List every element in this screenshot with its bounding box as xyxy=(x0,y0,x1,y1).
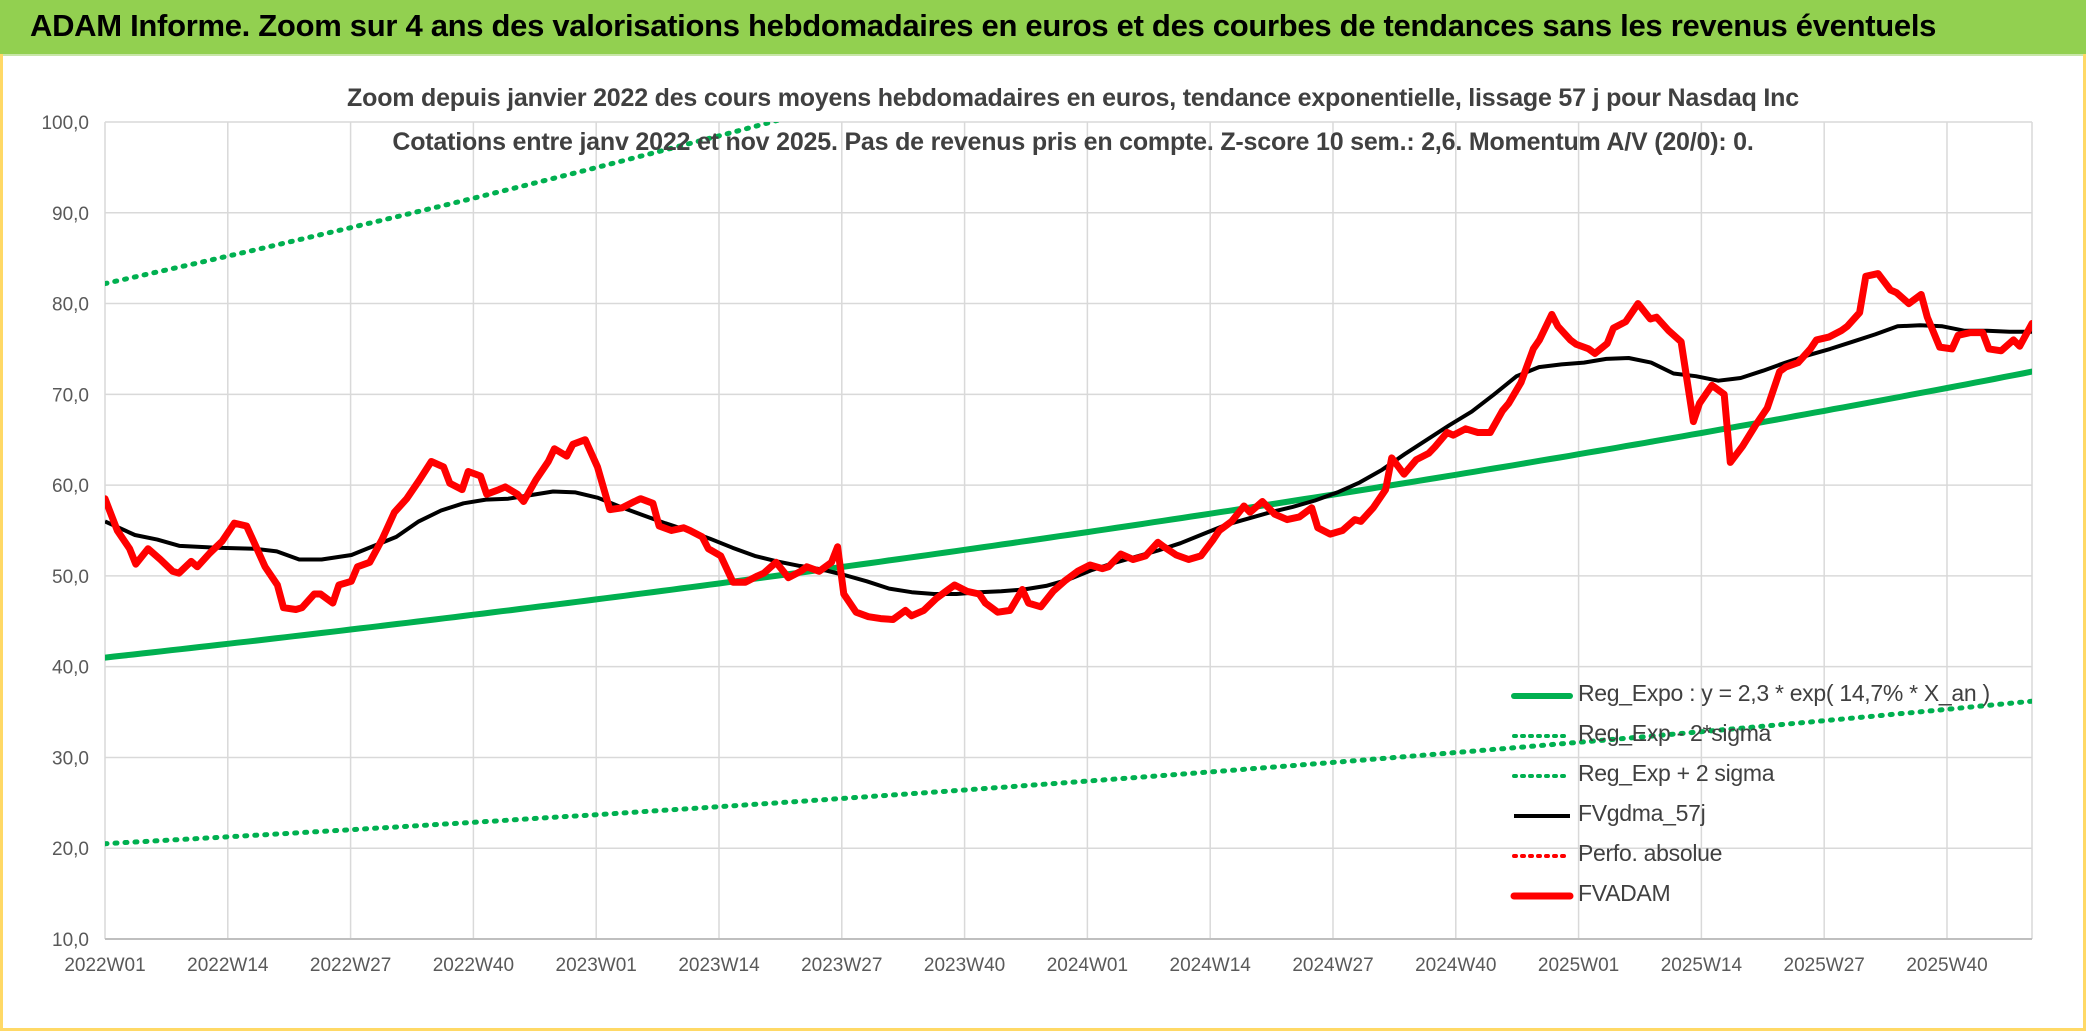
x-tick-label: 2023W27 xyxy=(801,955,882,976)
y-tick-label: 90,0 xyxy=(52,204,89,225)
series-line-5 xyxy=(105,270,2032,623)
chart-grid xyxy=(104,121,2033,940)
series-line-1 xyxy=(105,698,2032,847)
y-tick-label: 80,0 xyxy=(52,295,89,316)
legend-swatch xyxy=(1512,854,1572,858)
x-tick-label: 2025W40 xyxy=(1906,955,1987,976)
series-line-0 xyxy=(105,368,2032,661)
legend-label: Perfo. absolue xyxy=(1578,840,1723,866)
y-tick-label: 30,0 xyxy=(52,748,89,769)
y-tick-label: 70,0 xyxy=(52,385,89,406)
x-tick-label: 2024W14 xyxy=(1170,955,1252,976)
y-tick-label: 40,0 xyxy=(52,658,89,679)
x-tick-label: 2024W27 xyxy=(1292,955,1373,976)
legend-item: Reg_Exp - 2*sigma xyxy=(1510,716,2030,756)
legend-swatch xyxy=(1512,734,1572,738)
legend-label: FVADAM xyxy=(1578,880,1671,906)
y-tick-label: 60,0 xyxy=(52,476,89,497)
legend-item: FVgdma_57j xyxy=(1510,796,2030,836)
banner-title: ADAM Informe. Zoom sur 4 ans des valoris… xyxy=(30,8,1937,43)
x-tick-label: 2024W01 xyxy=(1047,955,1128,976)
x-tick-label: 2024W40 xyxy=(1415,955,1496,976)
legend-label: Reg_Exp + 2 sigma xyxy=(1578,760,1775,786)
legend-item: Reg_Expo : y = 2,3 * exp( 14,7% * X_an ) xyxy=(1510,676,2030,716)
x-tick-label: 2022W27 xyxy=(310,955,391,976)
y-axis-ticks: 100,0 90,0 80,0 70,0 60,0 50,0 40,0 30,0 20,0 10,… xyxy=(41,113,89,951)
x-tick-label: 2022W40 xyxy=(433,955,514,976)
series-line-3 xyxy=(105,323,2032,596)
chart-legend: Reg_Expo : y = 2,3 * exp( 14,7% * X_an )… xyxy=(1510,676,2030,916)
legend-swatch xyxy=(1510,892,1574,900)
y-tick-label: 10,0 xyxy=(52,930,89,951)
x-tick-label: 2023W01 xyxy=(556,955,637,976)
legend-label: Reg_Exp - 2*sigma xyxy=(1578,720,1772,746)
legend-item: Perfo. absolue xyxy=(1510,836,2030,876)
legend-item: FVADAM xyxy=(1510,876,2030,916)
x-tick-label: 2025W27 xyxy=(1784,955,1865,976)
x-axis-ticks: 2022W01 2022W14 2022W27 2022W40 2023W01 2023W… xyxy=(64,955,1987,976)
y-tick-label: 20,0 xyxy=(52,839,89,860)
title-banner: ADAM Informe. Zoom sur 4 ans des valoris… xyxy=(0,0,2086,56)
legend-swatch xyxy=(1511,693,1573,699)
x-tick-label: 2023W14 xyxy=(678,955,760,976)
chart-title: Zoom depuis janvier 2022 des cours moyen… xyxy=(347,84,1799,112)
x-tick-label: 2022W01 xyxy=(64,955,145,976)
legend-label: Reg_Expo : y = 2,3 * exp( 14,7% * X_an ) xyxy=(1578,680,1990,706)
chart-series xyxy=(105,122,2032,847)
series-line-2 xyxy=(105,122,781,287)
legend-item: Reg_Exp + 2 sigma xyxy=(1510,756,2030,796)
y-tick-label: 50,0 xyxy=(52,567,89,588)
legend-label: FVgdma_57j xyxy=(1578,800,1706,826)
y-tick-label: 100,0 xyxy=(41,113,89,134)
legend-swatch xyxy=(1512,774,1572,778)
x-tick-label: 2025W01 xyxy=(1538,955,1619,976)
chart-subtitle: Cotations entre janv 2022 et nov 2025. P… xyxy=(392,128,1754,156)
legend-swatch xyxy=(1514,814,1570,818)
x-tick-label: 2022W14 xyxy=(187,955,269,976)
x-tick-label: 2025W14 xyxy=(1661,955,1743,976)
x-tick-label: 2023W40 xyxy=(924,955,1005,976)
